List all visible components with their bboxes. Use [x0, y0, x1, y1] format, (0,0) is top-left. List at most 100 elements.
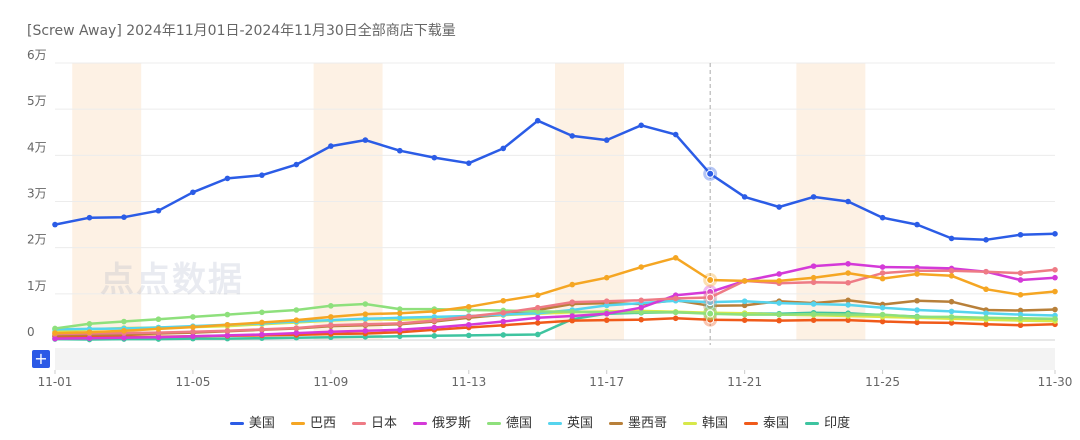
legend-label: 泰国 — [763, 416, 790, 431]
data-point — [948, 235, 955, 242]
add-button[interactable]: + — [32, 350, 50, 368]
data-point — [431, 324, 438, 331]
data-point — [569, 133, 576, 139]
series-line — [54, 268, 1056, 336]
data-point — [914, 297, 920, 304]
data-point — [1017, 277, 1024, 283]
x-tick-label: 11-01 — [38, 375, 73, 389]
data-point — [259, 331, 265, 338]
data-point — [465, 303, 472, 310]
data-point — [1017, 231, 1024, 238]
legend-item[interactable]: 韩国 — [683, 412, 728, 431]
legend-item[interactable]: 美国 — [229, 412, 275, 431]
data-point — [879, 311, 886, 318]
data-point — [431, 308, 438, 315]
legend-item[interactable]: 德国 — [486, 412, 532, 431]
data-point — [259, 319, 265, 326]
legend-item[interactable]: 英国 — [548, 412, 593, 431]
data-point — [672, 315, 679, 322]
data-point — [845, 261, 851, 267]
data-point — [190, 333, 196, 340]
data-point — [569, 309, 576, 315]
data-point — [914, 319, 920, 326]
data-point — [810, 311, 817, 317]
data-point — [500, 318, 507, 325]
data-point — [810, 194, 817, 200]
legend-label: 英国 — [567, 416, 594, 431]
data-point — [86, 321, 93, 327]
legend-item[interactable]: 日本 — [351, 412, 397, 431]
data-point — [259, 309, 265, 316]
legend: 美国 巴西 日本 俄罗斯 德国 英国 墨西哥 韩国 泰国 印度 — [0, 412, 1080, 431]
data-point — [1017, 322, 1024, 329]
data-point — [86, 329, 93, 335]
legend-item[interactable]: 俄罗斯 — [412, 412, 471, 431]
legend-item[interactable]: 泰国 — [744, 412, 789, 431]
data-point — [638, 304, 645, 311]
data-point — [121, 327, 127, 334]
data-point — [155, 207, 162, 214]
legend-label: 韩国 — [702, 416, 729, 431]
legend-item[interactable]: 印度 — [805, 412, 850, 431]
data-point — [534, 320, 541, 326]
data-point — [86, 335, 93, 341]
data-point — [776, 271, 782, 277]
legend-label: 日本 — [370, 416, 397, 431]
range-slider[interactable] — [55, 348, 1055, 370]
series-line — [54, 262, 1056, 340]
data-point — [914, 307, 920, 313]
x-tick-label: 11-30 — [1038, 375, 1073, 389]
data-point — [603, 298, 610, 305]
data-point — [810, 279, 817, 286]
legend-swatch — [805, 422, 820, 425]
data-point — [983, 268, 989, 275]
data-point — [293, 330, 300, 336]
data-point — [638, 316, 645, 323]
y-tick-label: 6万 — [27, 48, 47, 62]
legend-swatch — [229, 422, 244, 425]
data-point — [397, 310, 403, 317]
data-point — [224, 332, 231, 339]
watermark-text: 点点数据 — [100, 260, 244, 300]
y-tick-label: 5万 — [27, 94, 47, 108]
data-point — [465, 332, 472, 339]
data-point — [948, 320, 955, 326]
chart-title: [Screw Away] 2024年11月01日-2024年11月30日全部商店… — [27, 23, 456, 39]
data-point — [672, 131, 679, 138]
data-point — [397, 306, 403, 312]
data-point — [810, 274, 817, 281]
data-point — [431, 333, 438, 339]
legend-label: 墨西哥 — [628, 416, 668, 431]
data-point — [845, 317, 851, 323]
data-point — [983, 310, 989, 317]
legend-item[interactable]: 墨西哥 — [609, 412, 667, 431]
data-point — [638, 309, 645, 316]
data-point — [534, 292, 541, 299]
data-point — [121, 318, 127, 325]
legend-label: 美国 — [248, 416, 275, 431]
data-point — [569, 313, 576, 319]
data-point — [328, 143, 334, 149]
data-point — [500, 297, 507, 304]
data-point — [293, 161, 300, 168]
data-point — [776, 311, 782, 318]
data-point — [672, 295, 679, 302]
data-point — [845, 302, 851, 308]
data-point — [879, 214, 886, 221]
y-tick-label: 2万 — [27, 233, 47, 247]
legend-swatch — [351, 422, 366, 425]
data-point — [534, 331, 541, 338]
watermark: 点点数据 — [100, 252, 244, 301]
data-point — [1052, 267, 1058, 273]
data-point — [879, 270, 886, 276]
data-point — [534, 315, 541, 321]
legend-swatch — [486, 422, 501, 425]
data-point — [500, 332, 507, 338]
data-point — [397, 315, 403, 321]
data-point — [948, 314, 955, 320]
data-point — [569, 281, 576, 288]
data-point — [52, 335, 58, 342]
legend-item[interactable]: 巴西 — [290, 412, 336, 431]
data-point — [155, 334, 162, 341]
hover-point — [706, 309, 715, 318]
